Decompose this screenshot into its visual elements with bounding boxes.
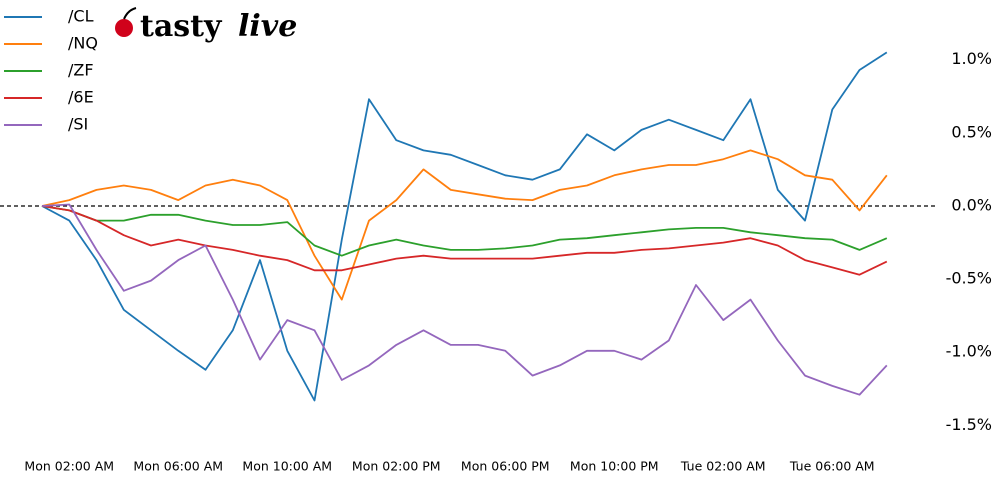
x-tick-label: Mon 02:00 AM [24, 459, 114, 474]
y-tick-label: 1.0% [951, 49, 992, 68]
series-line [41, 205, 888, 257]
x-tick-label: Tue 02:00 AM [680, 459, 766, 474]
y-tick-label: 0.5% [951, 122, 992, 141]
y-tick-label: 0.0% [951, 195, 992, 214]
series-line [41, 205, 888, 276]
logo-stem [123, 7, 137, 20]
legend-label: /SI [68, 115, 88, 134]
logo-cherry [115, 19, 133, 37]
x-tick-label: Mon 06:00 PM [461, 459, 550, 474]
legend-label: /CL [68, 7, 94, 26]
x-tick-label: Mon 10:00 PM [570, 459, 659, 474]
legend-label: /ZF [68, 61, 94, 80]
y-tick-label: -1.5% [946, 415, 992, 434]
y-tick-label: -0.5% [946, 269, 992, 288]
series-line [41, 203, 888, 396]
x-tick-label: Mon 10:00 AM [242, 459, 332, 474]
y-tick-label: -1.0% [946, 342, 992, 361]
x-tick-label: Mon 02:00 PM [352, 459, 441, 474]
legend-label: /NQ [68, 34, 98, 53]
series-line [41, 51, 888, 402]
logo-tasty: tasty [140, 9, 223, 44]
x-tick-label: Tue 06:00 AM [789, 459, 875, 474]
logo-live: live [238, 9, 297, 44]
logo: tasty live [115, 7, 297, 44]
series-line [41, 149, 888, 301]
x-tick-label: Mon 06:00 AM [133, 459, 223, 474]
legend-label: /6E [68, 88, 94, 107]
